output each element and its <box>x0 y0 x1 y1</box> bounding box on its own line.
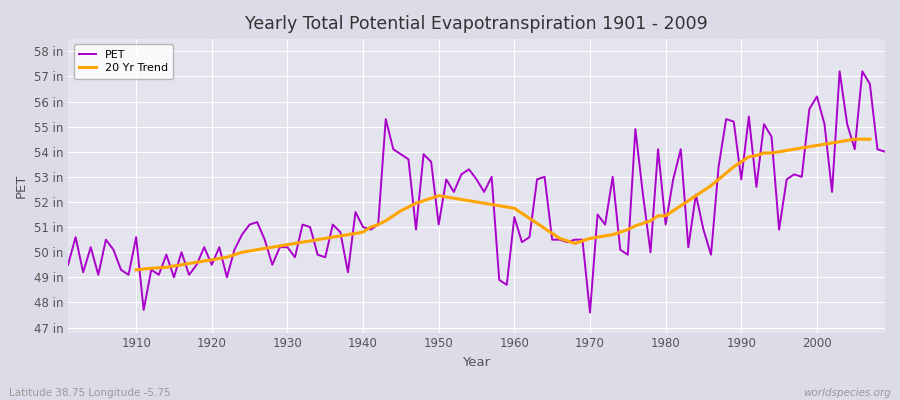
20 Yr Trend <box>865 137 876 142</box>
PET <box>290 255 301 260</box>
20 Yr Trend <box>592 235 603 240</box>
X-axis label: Year: Year <box>463 356 491 369</box>
20 Yr Trend <box>539 226 550 231</box>
Text: worldspecies.org: worldspecies.org <box>803 388 891 398</box>
Y-axis label: PET: PET <box>15 174 28 198</box>
Text: Latitude 38.75 Longitude -5.75: Latitude 38.75 Longitude -5.75 <box>9 388 171 398</box>
PET <box>501 282 512 287</box>
20 Yr Trend <box>176 262 187 267</box>
PET <box>63 262 74 267</box>
PET <box>123 272 134 277</box>
PET <box>608 174 618 179</box>
20 Yr Trend <box>191 260 202 265</box>
Line: 20 Yr Trend: 20 Yr Trend <box>136 139 870 270</box>
PET <box>834 69 845 74</box>
20 Yr Trend <box>479 201 490 206</box>
Legend: PET, 20 Yr Trend: PET, 20 Yr Trend <box>74 44 174 79</box>
PET <box>585 310 596 315</box>
20 Yr Trend <box>130 267 141 272</box>
Title: Yearly Total Potential Evapotranspiration 1901 - 2009: Yearly Total Potential Evapotranspiratio… <box>245 15 708 33</box>
PET <box>879 149 890 154</box>
20 Yr Trend <box>850 137 860 142</box>
PET <box>508 215 519 220</box>
Line: PET: PET <box>68 71 885 312</box>
20 Yr Trend <box>690 193 701 198</box>
PET <box>335 230 346 234</box>
